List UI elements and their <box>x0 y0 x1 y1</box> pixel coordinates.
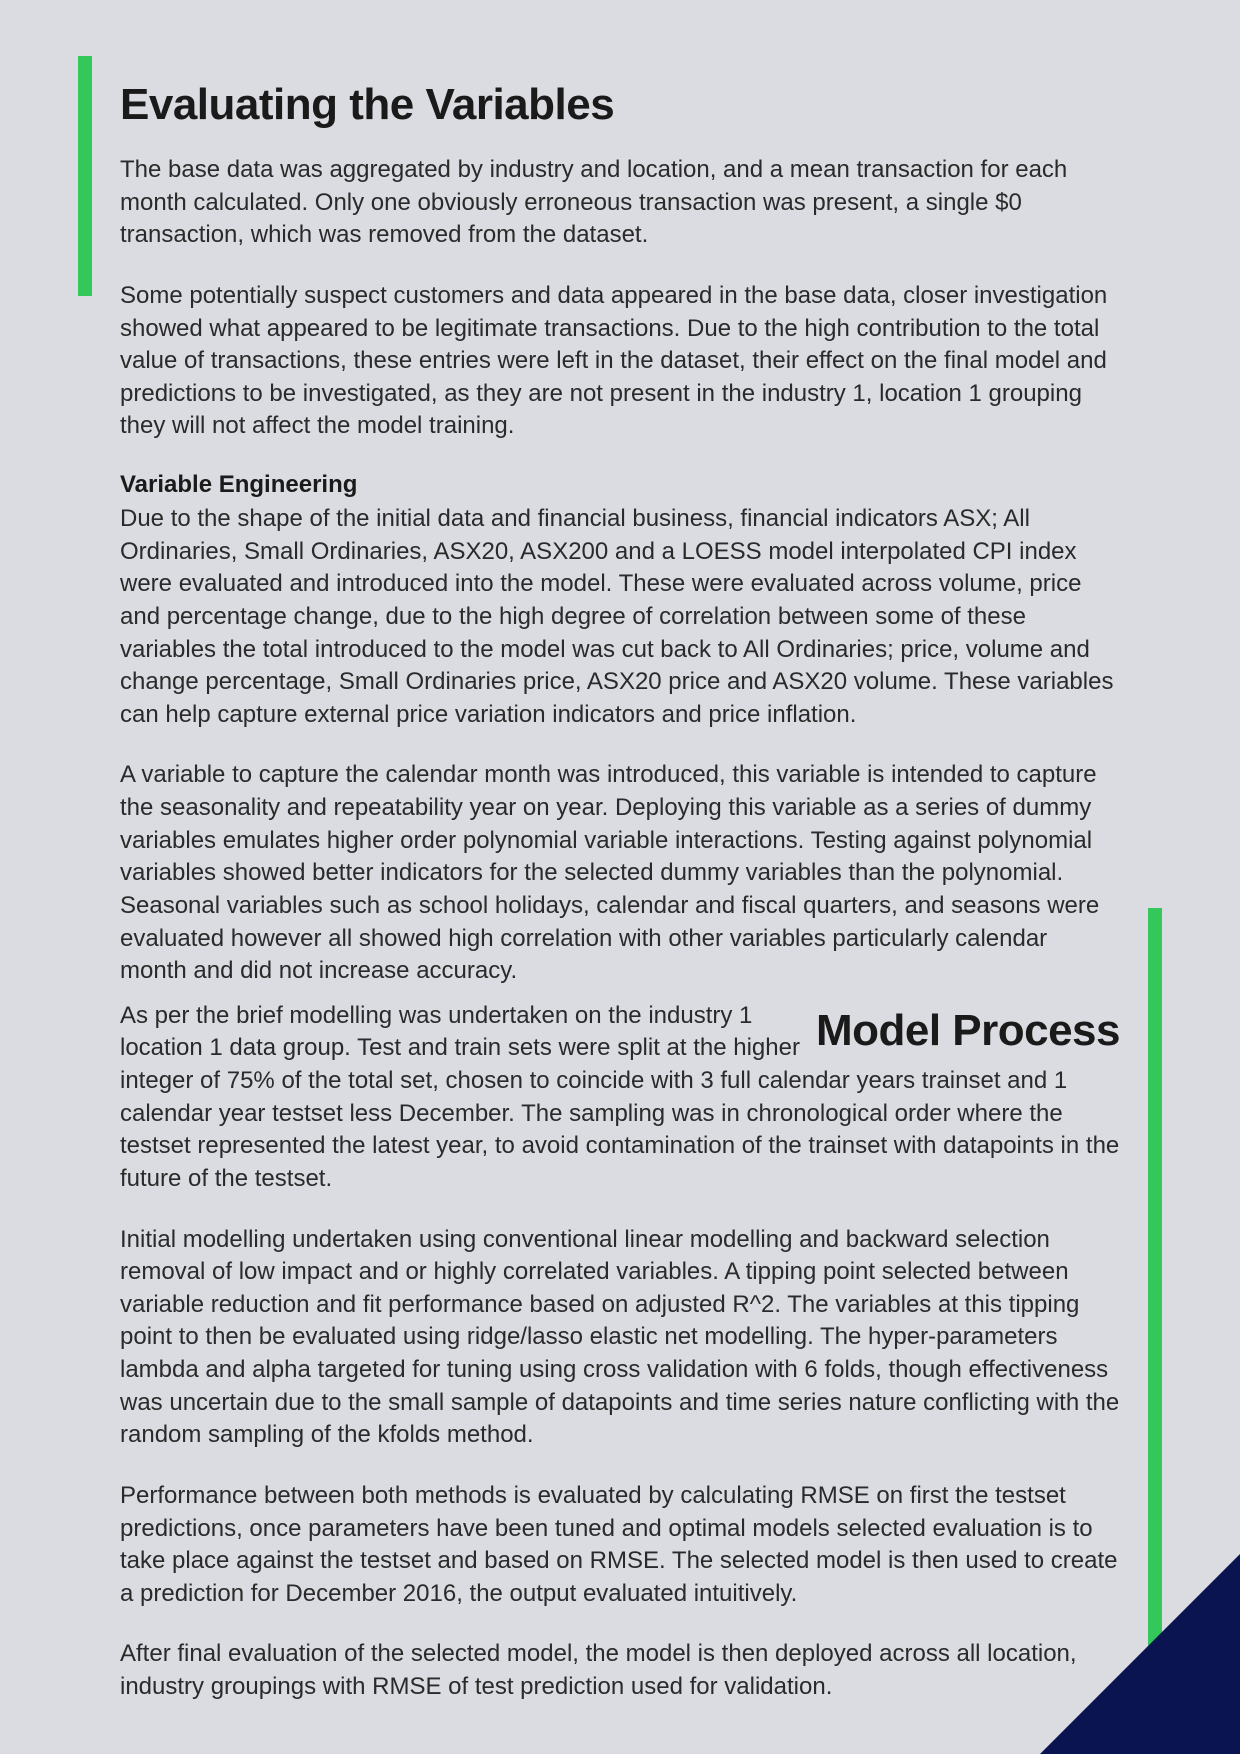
accent-bar-right <box>1148 908 1162 1660</box>
paragraph: The base data was aggregated by industry… <box>120 154 1120 252</box>
paragraph: Some potentially suspect customers and d… <box>120 280 1120 443</box>
paragraph: A variable to capture the calendar month… <box>120 759 1120 987</box>
paragraph: Initial modelling undertaken using conve… <box>120 1224 1120 1452</box>
subheading-variable-engineering: Variable Engineering <box>120 471 1120 499</box>
paragraph: Performance between both methods is eval… <box>120 1480 1120 1611</box>
section-model-process: Model Process As per the brief modelling… <box>120 1000 1120 1704</box>
section-title-model-process: Model Process <box>816 1006 1120 1056</box>
paragraph: After final evaluation of the selected m… <box>120 1638 1120 1703</box>
document-page: Evaluating the Variables The base data w… <box>0 0 1240 1754</box>
paragraph: Due to the shape of the initial data and… <box>120 503 1120 731</box>
accent-bar-left <box>78 56 92 296</box>
corner-triangle <box>1040 1554 1240 1754</box>
section-title-evaluating: Evaluating the Variables <box>120 80 1120 130</box>
